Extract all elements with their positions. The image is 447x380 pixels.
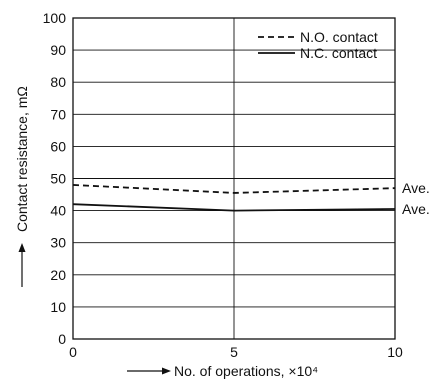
x-axis-arrow-head	[162, 367, 171, 375]
y-tick-label-60: 60	[50, 138, 66, 154]
x-tick-labels: 0 5 10	[69, 344, 403, 360]
plot-frame	[72, 17, 396, 340]
legend-label-nc-contact: N.C. contact	[300, 45, 377, 61]
y-tick-labels: 0 10 20 30 40 50 60 70 80 90 100	[43, 10, 67, 347]
y-tick-label-50: 50	[50, 171, 66, 187]
y-tick-label-90: 90	[50, 42, 66, 58]
y-tick-label-100: 100	[43, 10, 67, 26]
series-line-no-contact	[72, 184, 396, 194]
end-label-no-contact: Ave.	[402, 180, 430, 196]
y-tick-label-10: 10	[50, 299, 66, 315]
x-tick-label-10: 10	[387, 344, 403, 360]
end-labels: Ave. Ave.	[402, 180, 430, 217]
legend-label-no-contact: N.O. contact	[300, 29, 378, 45]
x-tick-label-0: 0	[69, 344, 77, 360]
series-lines	[72, 184, 396, 212]
y-axis-label-group: Contact resistance, mΩ	[14, 86, 30, 287]
x-tick-label-5: 5	[230, 344, 238, 360]
end-label-nc-contact: Ave.	[402, 201, 430, 217]
y-tick-label-0: 0	[58, 331, 66, 347]
grid	[73, 18, 395, 339]
x-axis-label-group: No. of operations, ×10⁴	[127, 363, 318, 379]
series-line-nc-contact	[72, 203, 396, 212]
y-axis-label: Contact resistance, mΩ	[14, 86, 30, 232]
y-tick-label-20: 20	[50, 267, 66, 283]
x-axis-label: No. of operations, ×10⁴	[174, 363, 318, 379]
y-tick-label-30: 30	[50, 235, 66, 251]
y-tick-label-70: 70	[50, 106, 66, 122]
y-axis-arrow-head	[18, 243, 26, 252]
y-tick-label-40: 40	[50, 203, 66, 219]
y-tick-label-80: 80	[50, 74, 66, 90]
